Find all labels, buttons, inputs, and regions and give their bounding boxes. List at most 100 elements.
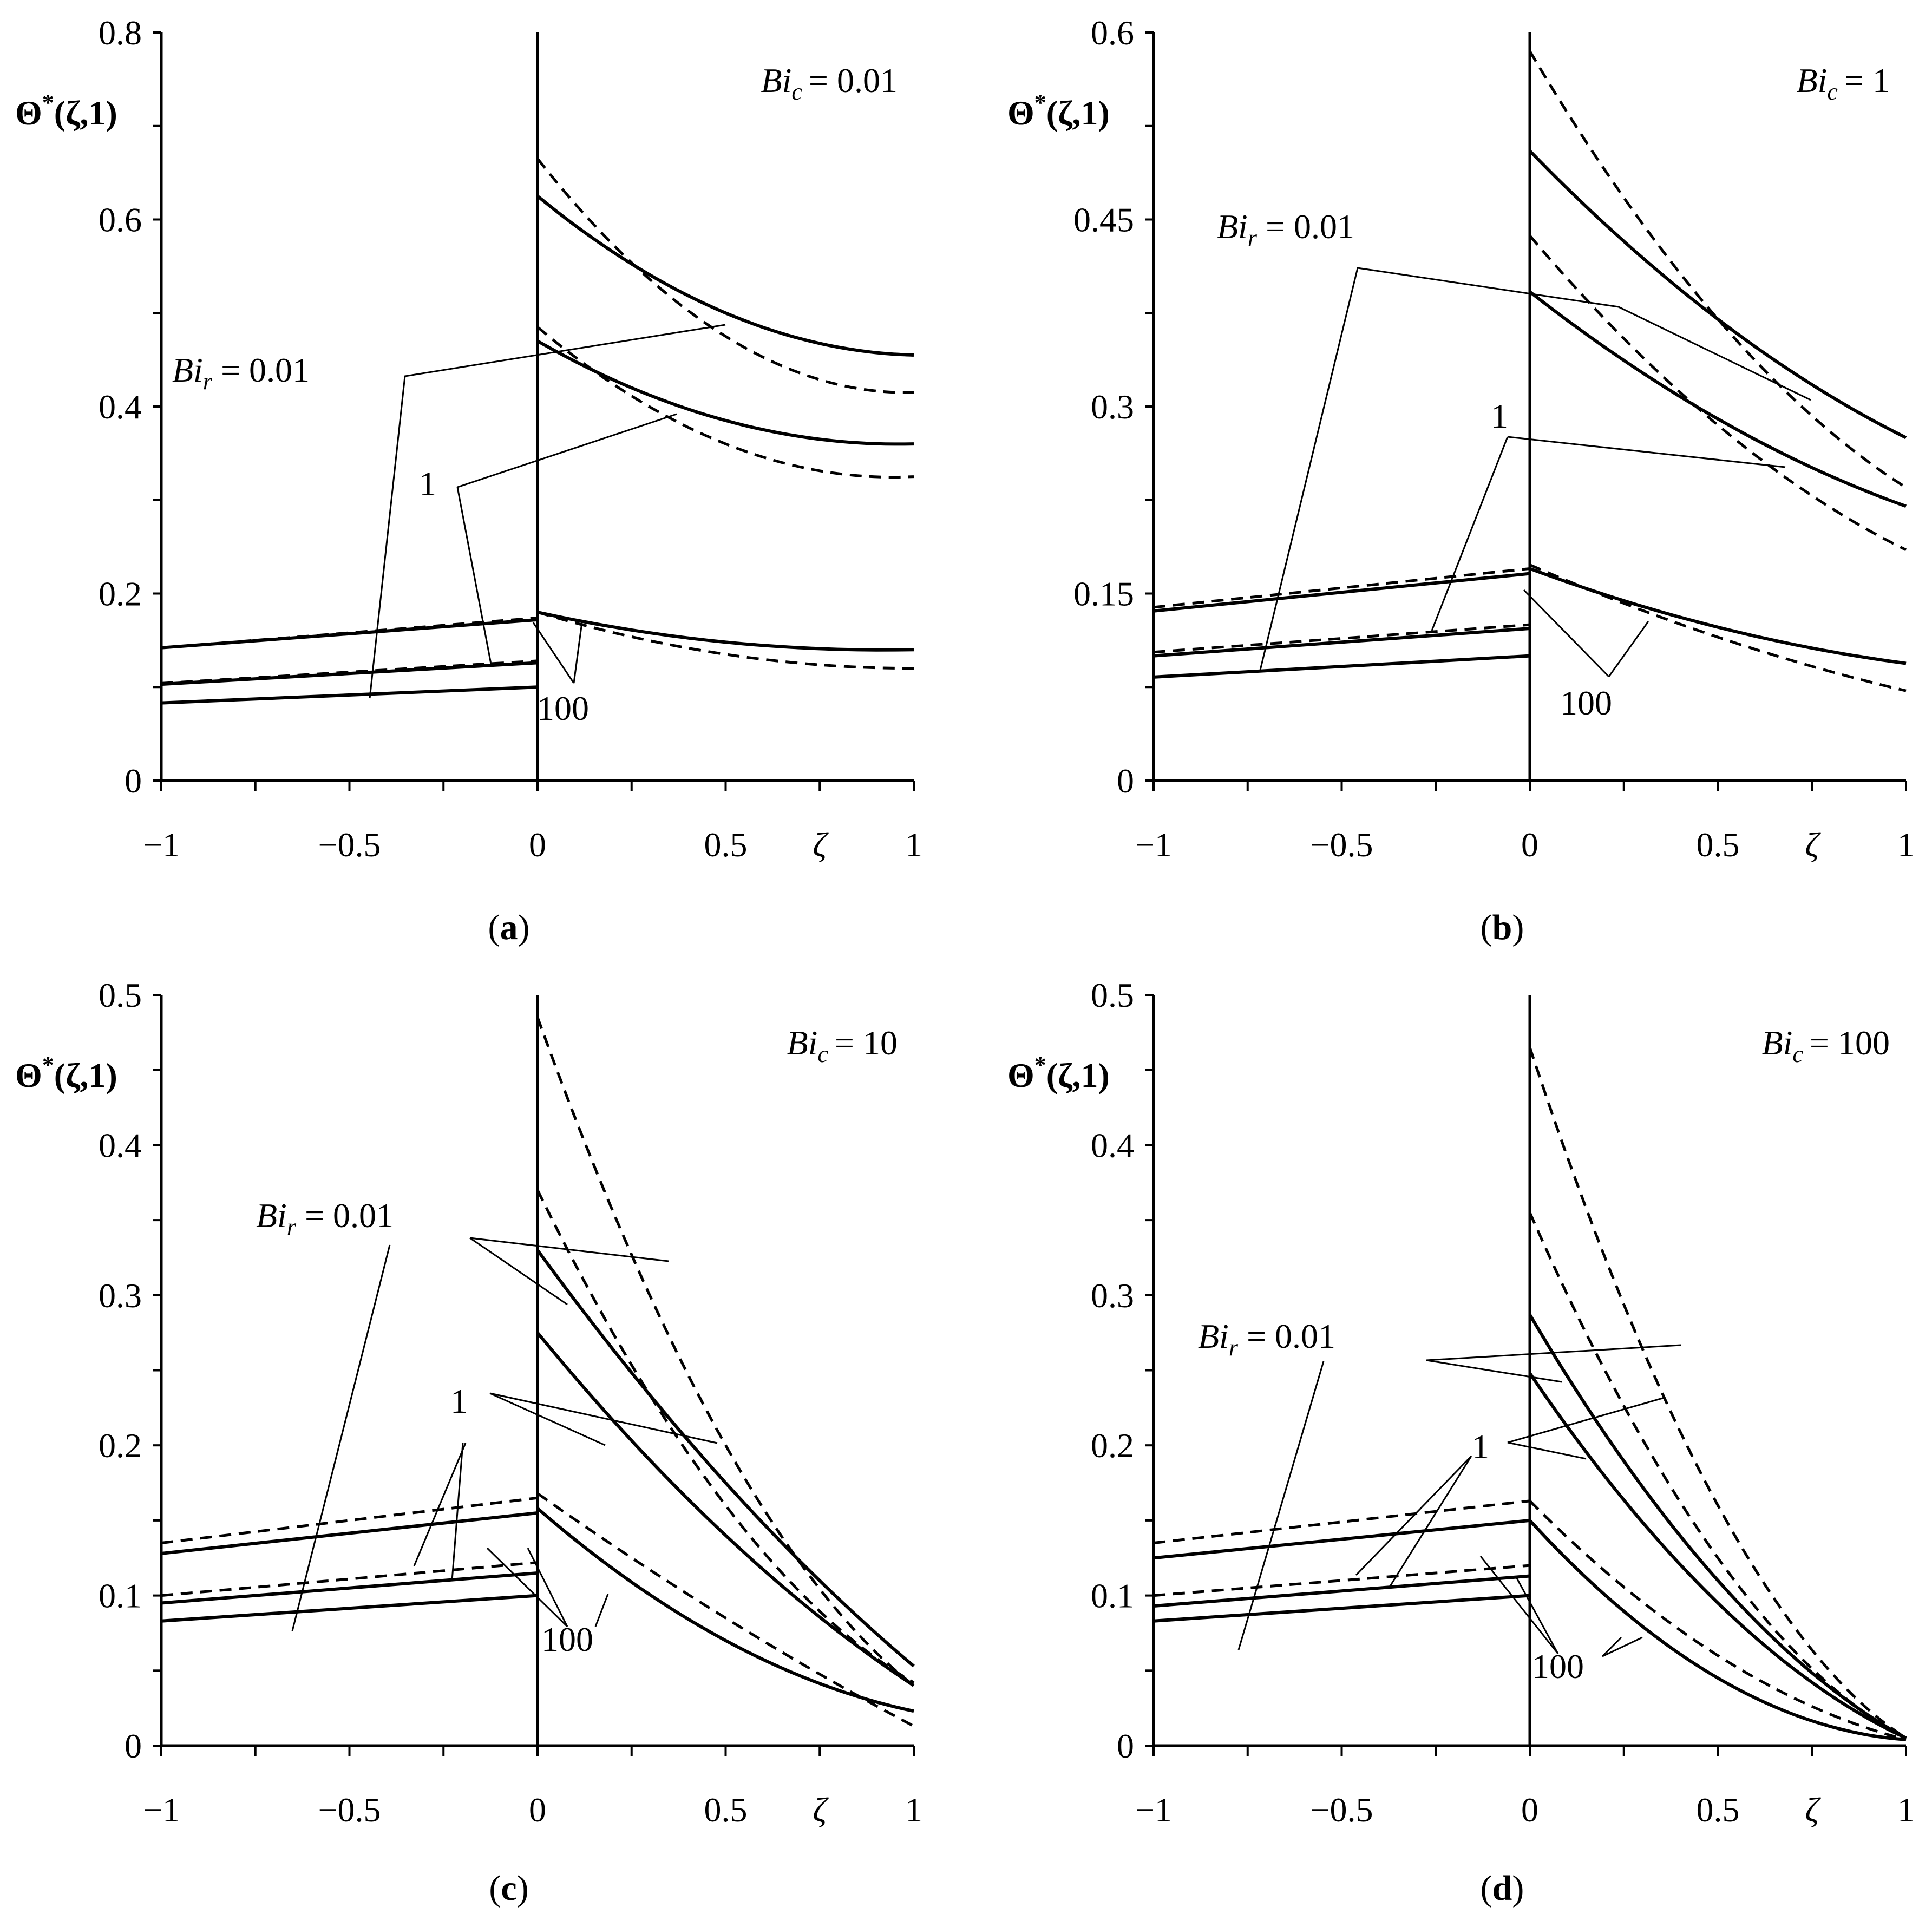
- y-tick-label: 0.4: [99, 388, 142, 426]
- annotation-value: = 0.01: [1257, 207, 1354, 246]
- series-line-right-3: [1528, 1372, 1907, 1740]
- y-tick-label: 0.15: [1073, 575, 1134, 613]
- series-line-left-3: [1153, 627, 1530, 658]
- y-tick-label: 0.2: [1091, 1426, 1134, 1465]
- series-line-right-2: [1528, 1212, 1907, 1740]
- annotation-label-1: 1: [450, 1382, 468, 1420]
- series-line-right-0: [1528, 1047, 1907, 1740]
- series-line-left-0: [161, 1496, 538, 1544]
- annotation-leader-2-2: [1602, 1636, 1643, 1657]
- case-label: Bic = 1: [1797, 61, 1890, 105]
- series-line-right-0: [536, 158, 914, 394]
- series-line-right-3: [1529, 290, 1907, 508]
- case-value: = 0.01: [809, 61, 898, 100]
- y-axis-label-symbol: Θ: [15, 94, 42, 132]
- chart-panel-c: 00.10.20.30.40.5−1 −0.5 0 0.5 1ζΘ*(ζ,1)Bic = …: [15, 976, 922, 1908]
- chart-panel-d: 00.10.20.30.40.5−1 −0.5 0 0.5 1ζΘ*(ζ,1)Bic = …: [1007, 976, 1915, 1908]
- annotation-label-0: Bir = 0.01: [1198, 1317, 1335, 1361]
- annotation-leader-2-0: [486, 1547, 568, 1628]
- case-label: Bic = 0.01: [761, 61, 898, 105]
- panel-caption-open: (: [489, 1869, 501, 1908]
- y-axis-label: Θ*(ζ,1): [1007, 1052, 1110, 1094]
- y-tick-label: 0.3: [99, 1276, 142, 1315]
- series-line-left-5: [1153, 1594, 1530, 1623]
- series-line-left-1: [1153, 1518, 1530, 1560]
- x-tick-label: 1: [905, 825, 922, 864]
- annotation-value: = 0.01: [1238, 1317, 1335, 1355]
- case-value: = 10: [835, 1024, 898, 1062]
- case-value: = 100: [1810, 1024, 1890, 1062]
- annotation-leader-0-0: [291, 1244, 391, 1631]
- x-axis-label: ζ: [813, 1791, 829, 1829]
- panel-caption-open: (: [1481, 908, 1492, 947]
- y-tick-label: 0.4: [1091, 1126, 1134, 1164]
- annotation-label-2: 100: [537, 689, 589, 727]
- annotation-leader-0-0: [1259, 267, 1811, 671]
- y-tick-label: 0: [125, 762, 142, 800]
- series-line-left-0: [1153, 1499, 1530, 1544]
- x-tick-label: −1: [1135, 1791, 1172, 1829]
- annotation-leader-2-1: [1608, 621, 1649, 677]
- panel-caption-close: ): [1512, 1869, 1524, 1908]
- panel-caption: (a): [488, 908, 530, 947]
- y-axis-label-args: (ζ,1): [1046, 94, 1110, 132]
- series-line-right-0: [1528, 50, 1907, 489]
- y-axis-label-superscript: *: [1034, 89, 1046, 116]
- x-tick-label: −0.5: [318, 825, 381, 864]
- annotation-label-1: 1: [1491, 397, 1508, 435]
- annotation-leader-2-0: [1479, 1556, 1559, 1654]
- panel-caption-open: (: [1481, 1869, 1492, 1908]
- series-line-right-1: [536, 194, 914, 357]
- series-line-right-3: [536, 339, 914, 446]
- panel-caption-letter: a: [500, 908, 518, 947]
- series-line-left-3: [1153, 1574, 1530, 1608]
- case-subscript: c: [817, 1041, 828, 1067]
- annotation-leader-2-2: [594, 1594, 609, 1627]
- x-tick-label: 1: [1897, 825, 1915, 864]
- y-tick-label: 0.1: [99, 1577, 142, 1615]
- case-param: Bi: [1797, 61, 1828, 100]
- x-tick-label: 0.5: [704, 1791, 748, 1829]
- annotation-leader-1-0: [1507, 1397, 1665, 1444]
- series-line-right-1: [1528, 1314, 1907, 1740]
- annotation-leader-2-1: [1515, 1576, 1559, 1654]
- y-tick-label: 0.5: [99, 976, 142, 1014]
- y-tick-label: 0: [1117, 1727, 1134, 1765]
- y-axis-label: Θ*(ζ,1): [15, 89, 117, 132]
- chart-panel-b: 00.150.30.450.6−1 −0.5 0 0.5 1ζΘ*(ζ,1)Bic = 1…: [1007, 14, 1915, 947]
- case-param: Bi: [787, 1024, 818, 1062]
- annotation-param: Bi: [172, 351, 203, 389]
- annotation-leader-0-1: [469, 1237, 669, 1262]
- x-tick-label: −0.5: [318, 1791, 381, 1829]
- annotation-label-0: Bir = 0.01: [1217, 207, 1354, 251]
- series-line-right-4: [537, 611, 914, 670]
- annotation-leader-1-0: [1431, 436, 1509, 631]
- annotation-leader-2-1: [573, 622, 583, 684]
- annotation-leader-0-0: [1237, 1361, 1325, 1650]
- y-tick-label: 0.8: [99, 14, 142, 52]
- series-line-right-3: [536, 1332, 915, 1687]
- x-tick-label: −1: [143, 825, 180, 864]
- annotation-value: = 0.01: [212, 351, 310, 389]
- y-axis-label-superscript: *: [42, 1052, 54, 1078]
- case-subscript: c: [1827, 78, 1838, 105]
- panel-caption-open: (: [488, 908, 500, 947]
- y-axis-label: Θ*(ζ,1): [1007, 89, 1110, 132]
- series-line-left-5: [161, 1594, 538, 1623]
- series-line-right-5: [536, 1507, 914, 1713]
- series-line-right-2: [1529, 234, 1907, 552]
- y-axis-label-args: (ζ,1): [54, 94, 117, 132]
- annotation-leader-1-2: [413, 1443, 467, 1566]
- series-line-right-5: [537, 611, 914, 652]
- y-axis-label-symbol: Θ: [1007, 1056, 1034, 1094]
- y-axis-label: Θ*(ζ,1): [15, 1052, 117, 1094]
- annotation-param: Bi: [256, 1196, 287, 1235]
- y-tick-label: 0: [1117, 762, 1134, 800]
- y-tick-label: 0.2: [99, 1426, 142, 1465]
- case-param: Bi: [1762, 1024, 1793, 1062]
- annotation-leader-1-3: [1387, 1456, 1472, 1589]
- series-line-left-2: [161, 1561, 538, 1597]
- x-tick-label: 0: [1521, 1791, 1538, 1829]
- y-tick-label: 0.4: [99, 1126, 142, 1164]
